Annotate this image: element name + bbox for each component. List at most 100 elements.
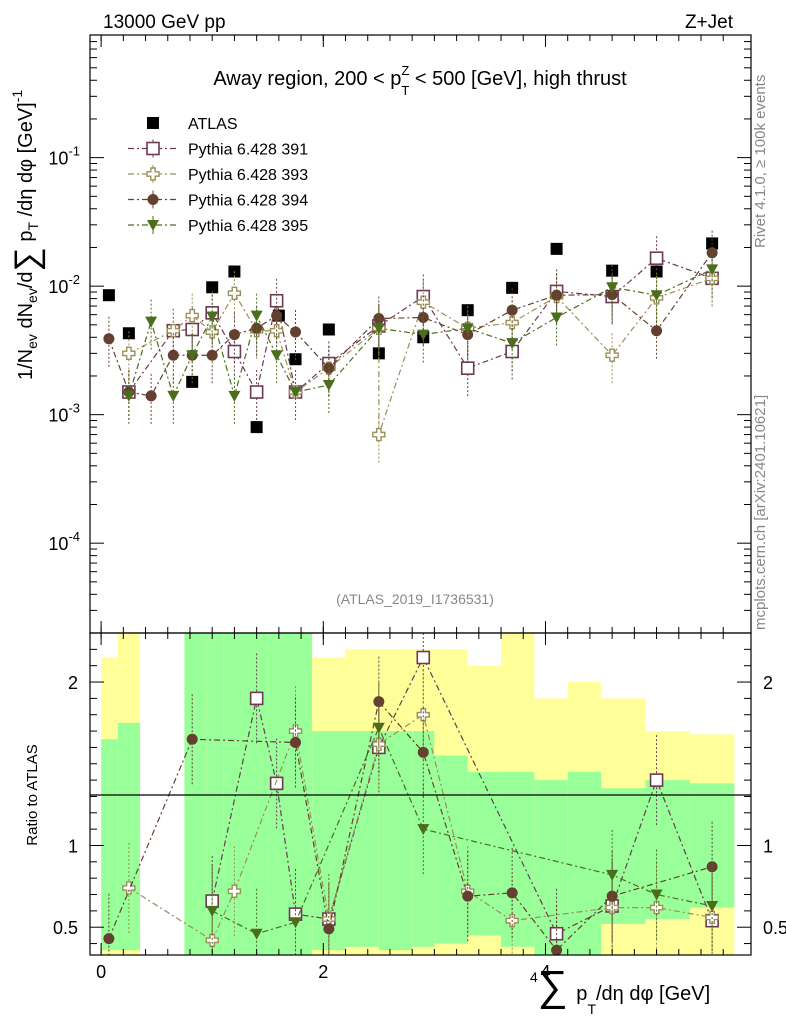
main-y-axis-label: 1/Nev dNev/d∑ pT /dη dφ [GeV]-1 (8, 90, 46, 380)
data-point (372, 427, 386, 442)
header-energy: 13000 GeV pp (103, 12, 226, 33)
ratio-line-2 (128, 713, 713, 942)
data-point (186, 350, 199, 362)
data-point (228, 329, 240, 341)
legend-marker (147, 194, 159, 205)
data-point (550, 312, 563, 324)
data-point (249, 385, 264, 399)
data-point (250, 421, 263, 434)
ratio-point (289, 917, 302, 929)
legend-marker (147, 117, 159, 129)
data-point (250, 310, 263, 322)
ratio-point (416, 650, 431, 665)
legend-marker (147, 220, 159, 231)
ratio-point (227, 884, 242, 898)
x-tick-label: 4 (540, 962, 550, 982)
legend: ATLAS Pythia 6.428 391 Pythia 6.428 393 Pyt… (128, 116, 308, 235)
data-point (416, 295, 430, 309)
data-point (185, 308, 199, 323)
data-point (227, 344, 242, 359)
band-green (412, 731, 435, 947)
data-point (461, 304, 474, 317)
band-green (434, 755, 468, 944)
band-green (245, 633, 268, 955)
data-point (506, 338, 519, 350)
mcplots-label: mcplots.cern.ch [arXiv:2401.10621] (752, 395, 769, 630)
ratio-point (462, 890, 474, 902)
x-tick-label: 2 (318, 962, 328, 982)
ratio-tick-label-left: 1 (68, 836, 78, 856)
data-point (322, 323, 335, 336)
legend-label: Pythia 6.428 395 (188, 218, 308, 235)
ratio-point (606, 869, 619, 881)
data-point (269, 293, 284, 308)
ratio-point (649, 773, 664, 787)
y-tick-label: 10-2 (48, 272, 80, 297)
series-line-2 (128, 277, 713, 435)
y-tick-label: 10-4 (48, 529, 80, 554)
band-green (567, 771, 602, 955)
legend-marker (146, 167, 160, 181)
data-point (206, 349, 218, 361)
data-point (372, 323, 385, 335)
band-green (101, 739, 118, 951)
data-point (166, 324, 181, 338)
band-green (206, 633, 224, 955)
legend-label: ATLAS (188, 116, 238, 133)
band-green (534, 780, 568, 955)
band-green (267, 633, 290, 955)
data-point (706, 264, 719, 276)
data-point (122, 390, 135, 402)
data-point (102, 289, 115, 302)
data-point (417, 329, 430, 341)
ratio-point (372, 722, 385, 734)
data-point (461, 323, 474, 335)
data-point (290, 326, 302, 338)
band-green (184, 633, 207, 955)
ratio-point (103, 933, 115, 945)
data-point (705, 271, 719, 286)
svg-text:1/Nev dNev/d∑ pT /dη dφ [GeV]: 1/Nev dNev/d∑ pT /dη dφ [GeV]-1 (8, 90, 46, 380)
ratio-bands (101, 633, 735, 955)
series-line-3 (108, 252, 713, 397)
x-axis-label: 4∑ pT/dη dφ [GeV] (530, 962, 710, 1017)
ratio-point (650, 889, 663, 901)
ratio-tick-label-left: 2 (68, 673, 78, 693)
ratio-point (606, 890, 618, 902)
y-tick-label: 10-1 (48, 144, 80, 169)
ratio-point (706, 900, 719, 912)
ratio-point (290, 737, 302, 749)
data-point (103, 333, 115, 345)
y-tick-label: 10-3 (48, 401, 80, 426)
data-point (649, 251, 664, 265)
ratio-point (551, 944, 563, 956)
data-point (650, 290, 663, 302)
plot-title: Away region, 200 < pZ T < 500 [GeV], high… (213, 63, 627, 98)
rivet-label: Rivet 4.1.0, ≥ 100k events (752, 75, 769, 248)
legend-marker (146, 141, 160, 156)
series-line-4 (128, 268, 713, 399)
data-point (206, 281, 219, 294)
ratio-point (250, 928, 263, 940)
band-green (289, 633, 313, 955)
ratio-frame (89, 632, 752, 956)
ratio-point (205, 933, 219, 947)
ratio-point (417, 746, 429, 758)
data-point (122, 346, 136, 361)
ratio-point (417, 824, 430, 836)
data-point (551, 289, 563, 301)
data-point (506, 281, 519, 294)
ratio-point (249, 691, 264, 706)
ratio-point (186, 733, 198, 745)
data-point (167, 349, 179, 361)
data-point (271, 310, 283, 322)
analysis-tag: (ATLAS_2019_I1736531) (336, 591, 494, 607)
data-point (227, 286, 242, 300)
legend-label: Pythia 6.428 394 (188, 193, 308, 210)
data-point (460, 361, 475, 375)
data-point (228, 390, 241, 402)
ratio-tick-label-right: 2 (763, 673, 773, 693)
band-green (467, 771, 502, 936)
data-point (650, 265, 663, 278)
